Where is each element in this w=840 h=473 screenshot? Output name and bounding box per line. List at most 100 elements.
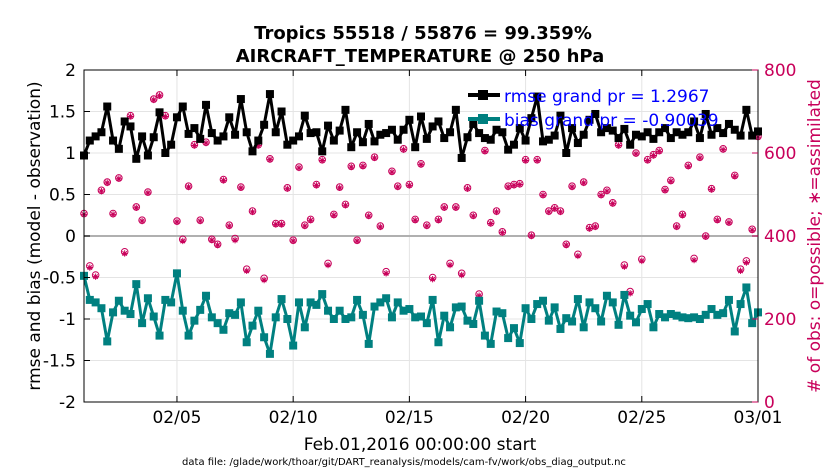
bias-point (620, 290, 629, 299)
rmse-point (254, 136, 263, 145)
y-right-tick-label: 800 (764, 61, 796, 81)
bias-point (480, 331, 489, 340)
data-file-footer: data file: /glade/work/thoar/git/DART_re… (182, 457, 626, 468)
rmse-point (248, 147, 257, 156)
obs-assimilated-point (470, 212, 477, 220)
obs-assimilated-point (435, 217, 442, 224)
rmse-point (353, 128, 362, 137)
obs-assimilated-point (138, 217, 146, 225)
bias-point (312, 300, 321, 309)
obs-assimilated-point (719, 146, 727, 153)
rmse-point (417, 112, 425, 121)
obs-assimilated-point (394, 183, 401, 191)
obs-assimilated-point (104, 179, 111, 187)
rmse-point (695, 134, 704, 143)
bias-point (637, 305, 646, 314)
bias-point (719, 309, 728, 318)
y-left-tick-label: -0.5 (43, 269, 76, 289)
rmse-point (236, 95, 245, 104)
obs-assimilated-point (260, 276, 268, 284)
rmse-point (521, 136, 530, 145)
rmse-point (393, 135, 402, 144)
bias-point (399, 306, 408, 315)
rmse-point (306, 129, 315, 138)
rmse-point (742, 105, 751, 114)
obs-assimilated-point (748, 226, 756, 234)
obs-assimilated-point (580, 179, 587, 187)
rmse-point (143, 151, 152, 160)
rmse-point (405, 115, 414, 124)
obs-assimilated-point (690, 256, 698, 264)
bias-point (411, 313, 420, 322)
obs-assimilated-point (92, 273, 99, 280)
rmse-point (730, 125, 739, 134)
rmse-point (387, 125, 396, 134)
legend-rmse-label: rmse grand pr = 1.2967 (504, 87, 709, 107)
bias-point (358, 310, 367, 319)
rmse-point (85, 136, 94, 145)
y-right-axis-label: # of obs: o=possible; ∗=assimilated (805, 79, 825, 393)
x-tick-label: 02/20 (501, 408, 550, 428)
rmse-point (265, 90, 274, 99)
obs-assimilated-point (545, 208, 553, 216)
y-left-tick-label: 1 (65, 144, 76, 164)
x-tick-label: 02/15 (385, 408, 434, 428)
bias-point (568, 317, 577, 326)
obs-assimilated-point (243, 267, 250, 275)
bias-point (318, 290, 327, 299)
rmse-point (103, 102, 112, 111)
rmse-point (109, 136, 118, 145)
rmse-point (585, 115, 594, 124)
rmse-point (358, 138, 367, 147)
bias-point (713, 310, 722, 319)
obs-assimilated-point (592, 223, 599, 231)
rmse-point (602, 124, 611, 133)
bias-point (742, 283, 751, 292)
bias-point (475, 296, 484, 305)
obs-assimilated-point (400, 146, 407, 153)
obs-assimilated-point (284, 185, 291, 192)
bias-point (504, 334, 513, 343)
obs-assimilated-point (510, 182, 518, 189)
bias-point (132, 280, 141, 289)
rmse-point (347, 143, 356, 152)
bias-point (219, 325, 228, 334)
rmse-point (568, 124, 577, 133)
bias-point (387, 313, 396, 322)
bias-point (283, 315, 292, 323)
bias-point (422, 319, 431, 328)
bias-point (556, 324, 565, 333)
bias-point (289, 341, 298, 350)
obs-assimilated-point (696, 154, 704, 162)
y-left-tick-label: -1.5 (43, 352, 76, 372)
rmse-point (411, 143, 420, 152)
bias-point (196, 305, 205, 314)
bias-point (393, 298, 402, 307)
obs-assimilated-point (191, 142, 198, 149)
rmse-point (504, 145, 513, 154)
rmse-point (190, 124, 199, 133)
rmse-point (213, 136, 222, 145)
obs-assimilated-point (179, 237, 186, 245)
bias-point (382, 294, 391, 303)
obs-assimilated-point (272, 221, 279, 228)
bias-point (329, 315, 338, 323)
rmse-point (242, 128, 251, 137)
obs-assimilated-point (516, 181, 523, 188)
bias-point (446, 323, 455, 332)
rmse-point (376, 130, 385, 139)
rmse-point (434, 117, 443, 126)
y-right-tick-label: 200 (764, 310, 796, 330)
bias-point (631, 318, 640, 327)
bias-point (114, 296, 123, 305)
bias-point (126, 310, 135, 319)
obs-assimilated-point (551, 205, 558, 212)
rmse-point (475, 129, 484, 138)
bias-point (608, 298, 617, 307)
rmse-point (120, 117, 129, 126)
bias-point (120, 306, 129, 315)
x-tick-label: 03/01 (734, 408, 783, 428)
bias-point (207, 313, 216, 322)
rmse-point (655, 128, 664, 137)
